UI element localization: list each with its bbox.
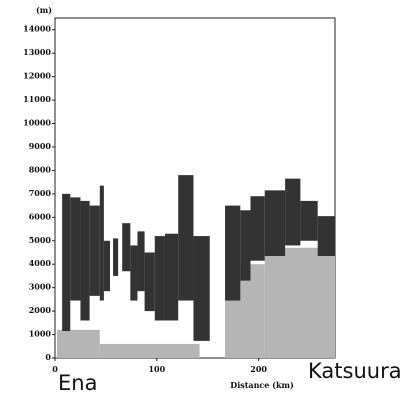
- y-tick-label: 7000: [29, 188, 52, 198]
- echo-column: [285, 178, 301, 246]
- y-tick-label: 12000: [23, 71, 51, 81]
- echo-column: [103, 240, 110, 292]
- y-tick-label: 9000: [29, 141, 52, 151]
- y-tick-label: 8000: [29, 164, 52, 174]
- y-tick-label: 11000: [23, 94, 51, 104]
- y-tick-label: 14000: [23, 24, 51, 34]
- echo-column: [317, 216, 335, 256]
- echo-column: [225, 205, 241, 301]
- echo-column: [300, 200, 318, 241]
- echo-column: [57, 329, 100, 358]
- y-tick-label: 3000: [29, 282, 52, 292]
- echo-column: [130, 245, 138, 301]
- echo-column: [193, 236, 210, 341]
- echo-column: [62, 193, 71, 332]
- echo-column: [122, 223, 131, 272]
- y-tick-label: 5000: [29, 235, 52, 245]
- y-unit-label: (m): [36, 5, 52, 15]
- x-axis-label: Distance (km): [230, 380, 294, 390]
- echo-column: [178, 175, 194, 301]
- x-tick-label: 200: [250, 364, 267, 374]
- echo-column: [144, 252, 155, 312]
- y-tick-label: 0: [45, 352, 51, 362]
- y-tick-label: 10000: [23, 118, 51, 128]
- annotation-ena: Ena: [58, 371, 97, 395]
- echo-column: [164, 233, 179, 321]
- y-tick-label: 1000: [29, 329, 52, 339]
- echo-column: [89, 205, 100, 296]
- y-tick-label: 4000: [29, 258, 52, 268]
- y-tick-label: 6000: [29, 211, 52, 221]
- echo-column: [264, 190, 286, 256]
- echo-column: [240, 210, 251, 281]
- x-tick-label: 100: [148, 364, 165, 374]
- echo-column: [264, 247, 335, 358]
- echo-column: [99, 185, 104, 301]
- y-tick-label: 2000: [29, 305, 52, 315]
- annotation-katsuura: Katsuura: [308, 359, 402, 383]
- echo-column: [154, 236, 165, 321]
- echo-column: [80, 200, 90, 321]
- echo-column: [70, 197, 81, 301]
- echo-column: [250, 196, 265, 261]
- echo-column: [113, 238, 119, 276]
- y-tick-label: 13000: [23, 47, 51, 57]
- echo-column: [99, 343, 200, 358]
- x-tick-label: 0: [52, 364, 58, 374]
- echo-column: [137, 231, 145, 292]
